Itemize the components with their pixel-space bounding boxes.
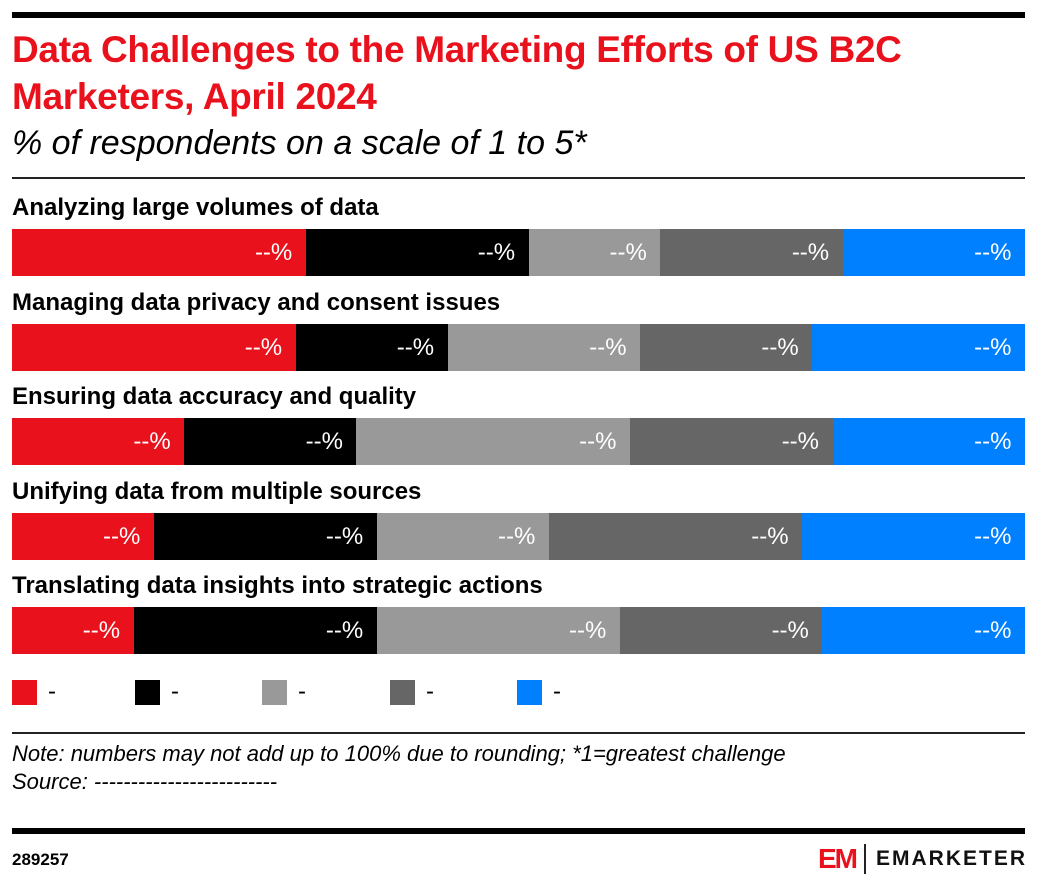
category-label: Managing data privacy and consent issues [12, 288, 501, 316]
bar-segment: --% [629, 418, 834, 465]
legend-swatch [517, 680, 542, 705]
bar-segment: --% [12, 512, 155, 560]
data-label: --% [751, 522, 789, 550]
bar-segment: --% [822, 607, 1026, 654]
bar-segment: --% [832, 418, 1026, 465]
data-label: --% [133, 428, 171, 455]
bar-segment: --% [619, 607, 823, 654]
top-rule [12, 12, 1025, 18]
bar-segment: --% [305, 229, 530, 276]
data-label: --% [254, 239, 293, 266]
stacked-bar: --% --% --% --% --% [12, 607, 1026, 654]
legend-label: - [171, 678, 179, 705]
bar-segment: --% [812, 323, 1026, 371]
data-label: --% [102, 522, 141, 550]
bar-segment: --% [447, 323, 641, 371]
legend-swatch [390, 680, 415, 705]
legend-swatch [12, 680, 37, 705]
source: Source: ------------------------- [12, 769, 278, 794]
data-label: --% [325, 522, 364, 550]
data-label: --% [579, 428, 617, 455]
legend-swatch [135, 680, 160, 705]
legend-swatch [262, 680, 287, 705]
data-label: --% [781, 428, 820, 455]
bar-segment: --% [133, 607, 378, 654]
data-label: --% [974, 239, 1012, 266]
category-label: Unifying data from multiple sources [12, 477, 422, 505]
bar-segment: --% [12, 323, 297, 371]
bar-segment: --% [12, 418, 185, 465]
bar-segment: --% [153, 512, 378, 560]
data-label: --% [761, 333, 799, 361]
logo-mark: EM [818, 843, 858, 874]
footer-divider [12, 732, 1025, 734]
data-label: --% [974, 522, 1012, 550]
bar-segment: --% [640, 323, 813, 371]
data-label: --% [609, 239, 647, 266]
data-label: --% [568, 617, 607, 644]
bottom-rule [12, 828, 1025, 834]
bar-segment: --% [802, 512, 1026, 560]
stacked-bar: --% --% --% --% --% [12, 418, 1026, 465]
bar-segment: --% [376, 607, 621, 654]
logo-brand: EMARKETER [876, 847, 1028, 870]
category-label: Translating data insights into strategic… [12, 572, 543, 599]
bar-segment: --% [295, 323, 449, 371]
category-label: Analyzing large volumes of data [12, 194, 379, 221]
data-label: --% [325, 617, 364, 644]
data-label: --% [498, 522, 536, 550]
category-label: Ensuring data accuracy and quality [12, 383, 417, 410]
stacked-bar: --% --% --% --% --% [12, 229, 1026, 276]
stacked-bar: --% --% --% --% --% [12, 323, 1026, 371]
note: Note: numbers may not add up to 100% due… [12, 741, 786, 766]
emarketer-logo: EM EMARKETER [818, 843, 1027, 875]
chart-title: Data Challenges to the Marketing Efforts… [12, 29, 902, 117]
data-label: --% [771, 617, 809, 644]
legend-label: - [48, 678, 56, 705]
data-label: --% [974, 428, 1012, 455]
legend-label: - [298, 678, 306, 705]
data-label: --% [244, 333, 283, 361]
data-label: --% [305, 428, 343, 455]
bar-segment: --% [548, 512, 803, 560]
data-label: --% [477, 239, 516, 266]
data-label: --% [974, 333, 1012, 361]
bar-segment: --% [356, 418, 631, 465]
chart-id: 289257 [12, 850, 69, 869]
bar-segment: --% [12, 229, 307, 276]
bar-segment: --% [842, 229, 1026, 276]
data-label: --% [791, 239, 830, 266]
legend-label: - [553, 678, 561, 705]
bar-segment: --% [12, 607, 135, 654]
stacked-bar: --% --% --% --% --% [12, 512, 1026, 560]
logo-separator [864, 844, 866, 874]
data-label: --% [589, 333, 627, 361]
bar-segment: --% [528, 229, 661, 276]
bar-segment: --% [184, 418, 357, 465]
legend-label: - [426, 678, 434, 705]
data-label: --% [974, 617, 1012, 644]
data-label: --% [82, 617, 121, 644]
data-label: --% [396, 333, 435, 361]
chart-subtitle: % of respondents on a scale of 1 to 5* [12, 124, 587, 162]
bar-segment: --% [376, 512, 550, 560]
header-divider [12, 177, 1025, 179]
bar-segment: --% [660, 229, 844, 276]
